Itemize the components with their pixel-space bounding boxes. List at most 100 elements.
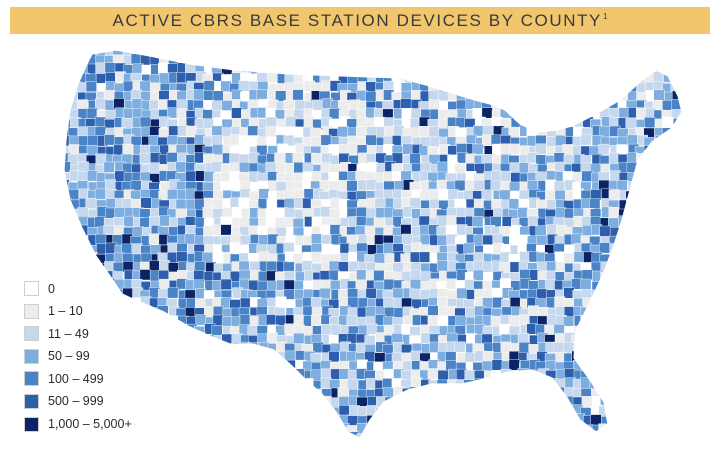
- county-tile: [681, 307, 682, 319]
- county-tile: [428, 405, 440, 417]
- county-tile: [663, 161, 675, 173]
- county-tile: [394, 53, 406, 65]
- county-tile: [338, 50, 350, 57]
- county-tile: [329, 50, 340, 59]
- county-tile: [663, 152, 675, 164]
- county-tile: [446, 422, 457, 434]
- county-tile: [663, 406, 675, 418]
- county-tile: [285, 405, 297, 417]
- county-tile: [580, 63, 592, 75]
- county-tile: [591, 316, 603, 328]
- county-tile: [589, 55, 601, 67]
- county-tile: [499, 189, 511, 201]
- county-tile: [265, 208, 277, 220]
- county-tile: [229, 152, 241, 164]
- county-tile: [454, 72, 466, 84]
- county-tile: [482, 125, 494, 137]
- county-tile: [284, 207, 296, 219]
- county-tile: [96, 243, 108, 255]
- county-tile: [637, 395, 649, 407]
- county-tile: [653, 198, 665, 210]
- county-tile: [474, 406, 486, 418]
- county-tile: [211, 406, 223, 418]
- county-tile: [187, 433, 199, 438]
- county-tile: [609, 251, 621, 263]
- county-tile: [418, 125, 430, 137]
- county-tile: [274, 379, 286, 391]
- county-tile: [474, 62, 486, 74]
- county-tile: [609, 73, 621, 85]
- county-tile: [184, 415, 196, 427]
- county-tile: [682, 351, 693, 362]
- county-tile: [274, 361, 286, 372]
- county-tile: [617, 289, 629, 301]
- county-tile: [275, 406, 287, 418]
- county-tile: [598, 324, 610, 336]
- county-tile: [628, 325, 639, 337]
- county-tile: [663, 278, 675, 290]
- county-tile: [77, 50, 89, 59]
- county-tile: [419, 425, 431, 437]
- county-tile: [535, 433, 547, 438]
- legend-label: 0: [48, 281, 55, 296]
- county-tile: [635, 262, 647, 274]
- county-tile: [635, 54, 647, 66]
- county-tile: [582, 73, 594, 85]
- county-tile: [519, 388, 531, 400]
- county-tile: [203, 386, 215, 398]
- county-tile: [484, 74, 495, 85]
- county-tile: [636, 307, 648, 319]
- county-tile: [636, 107, 647, 119]
- county-tile: [402, 143, 414, 155]
- county-tile: [643, 261, 655, 273]
- county-tile: [339, 443, 350, 450]
- county-tile: [673, 64, 682, 76]
- county-tile: [185, 361, 197, 373]
- county-tile: [646, 389, 657, 400]
- county-tile: [248, 279, 260, 291]
- county-tile: [574, 422, 586, 434]
- county-tile: [337, 54, 349, 66]
- county-tile: [70, 262, 82, 274]
- county-tile: [447, 189, 459, 201]
- county-tile: [546, 415, 558, 426]
- county-tile: [663, 361, 674, 372]
- county-tile: [258, 423, 270, 434]
- county-tile: [490, 72, 502, 84]
- county-tile: [644, 117, 656, 129]
- county-tile: [662, 252, 674, 264]
- county-tile: [383, 424, 394, 436]
- county-tile: [204, 424, 216, 436]
- county-tile: [671, 217, 682, 229]
- county-tile: [680, 197, 682, 209]
- county-tile: [258, 188, 270, 200]
- county-tile: [365, 431, 377, 438]
- county-tile: [231, 395, 243, 407]
- county-tile: [626, 216, 638, 228]
- county-tile: [185, 351, 197, 363]
- county-tile: [598, 92, 610, 103]
- county-tile: [627, 379, 639, 391]
- county-tile: [205, 404, 217, 416]
- legend-item: 1,000 – 5,000+: [24, 414, 184, 435]
- county-tile: [321, 433, 333, 438]
- county-tile: [464, 370, 476, 381]
- county-tile: [555, 83, 567, 94]
- county-tile: [247, 378, 259, 389]
- county-tile: [284, 368, 296, 380]
- county-tile: [411, 416, 422, 427]
- county-tile: [319, 288, 331, 300]
- county-tile: [292, 152, 304, 164]
- county-tile: [645, 217, 657, 229]
- county-tile: [671, 395, 682, 407]
- county-tile: [249, 362, 261, 373]
- county-tile: [636, 387, 648, 399]
- county-tile: [545, 116, 557, 128]
- county-tile: [454, 424, 466, 436]
- county-tile: [617, 315, 629, 327]
- county-tile: [212, 251, 224, 263]
- county-tile: [600, 359, 611, 371]
- county-tile: [239, 424, 251, 436]
- county-tile: [500, 341, 512, 353]
- county-tile: [626, 406, 638, 418]
